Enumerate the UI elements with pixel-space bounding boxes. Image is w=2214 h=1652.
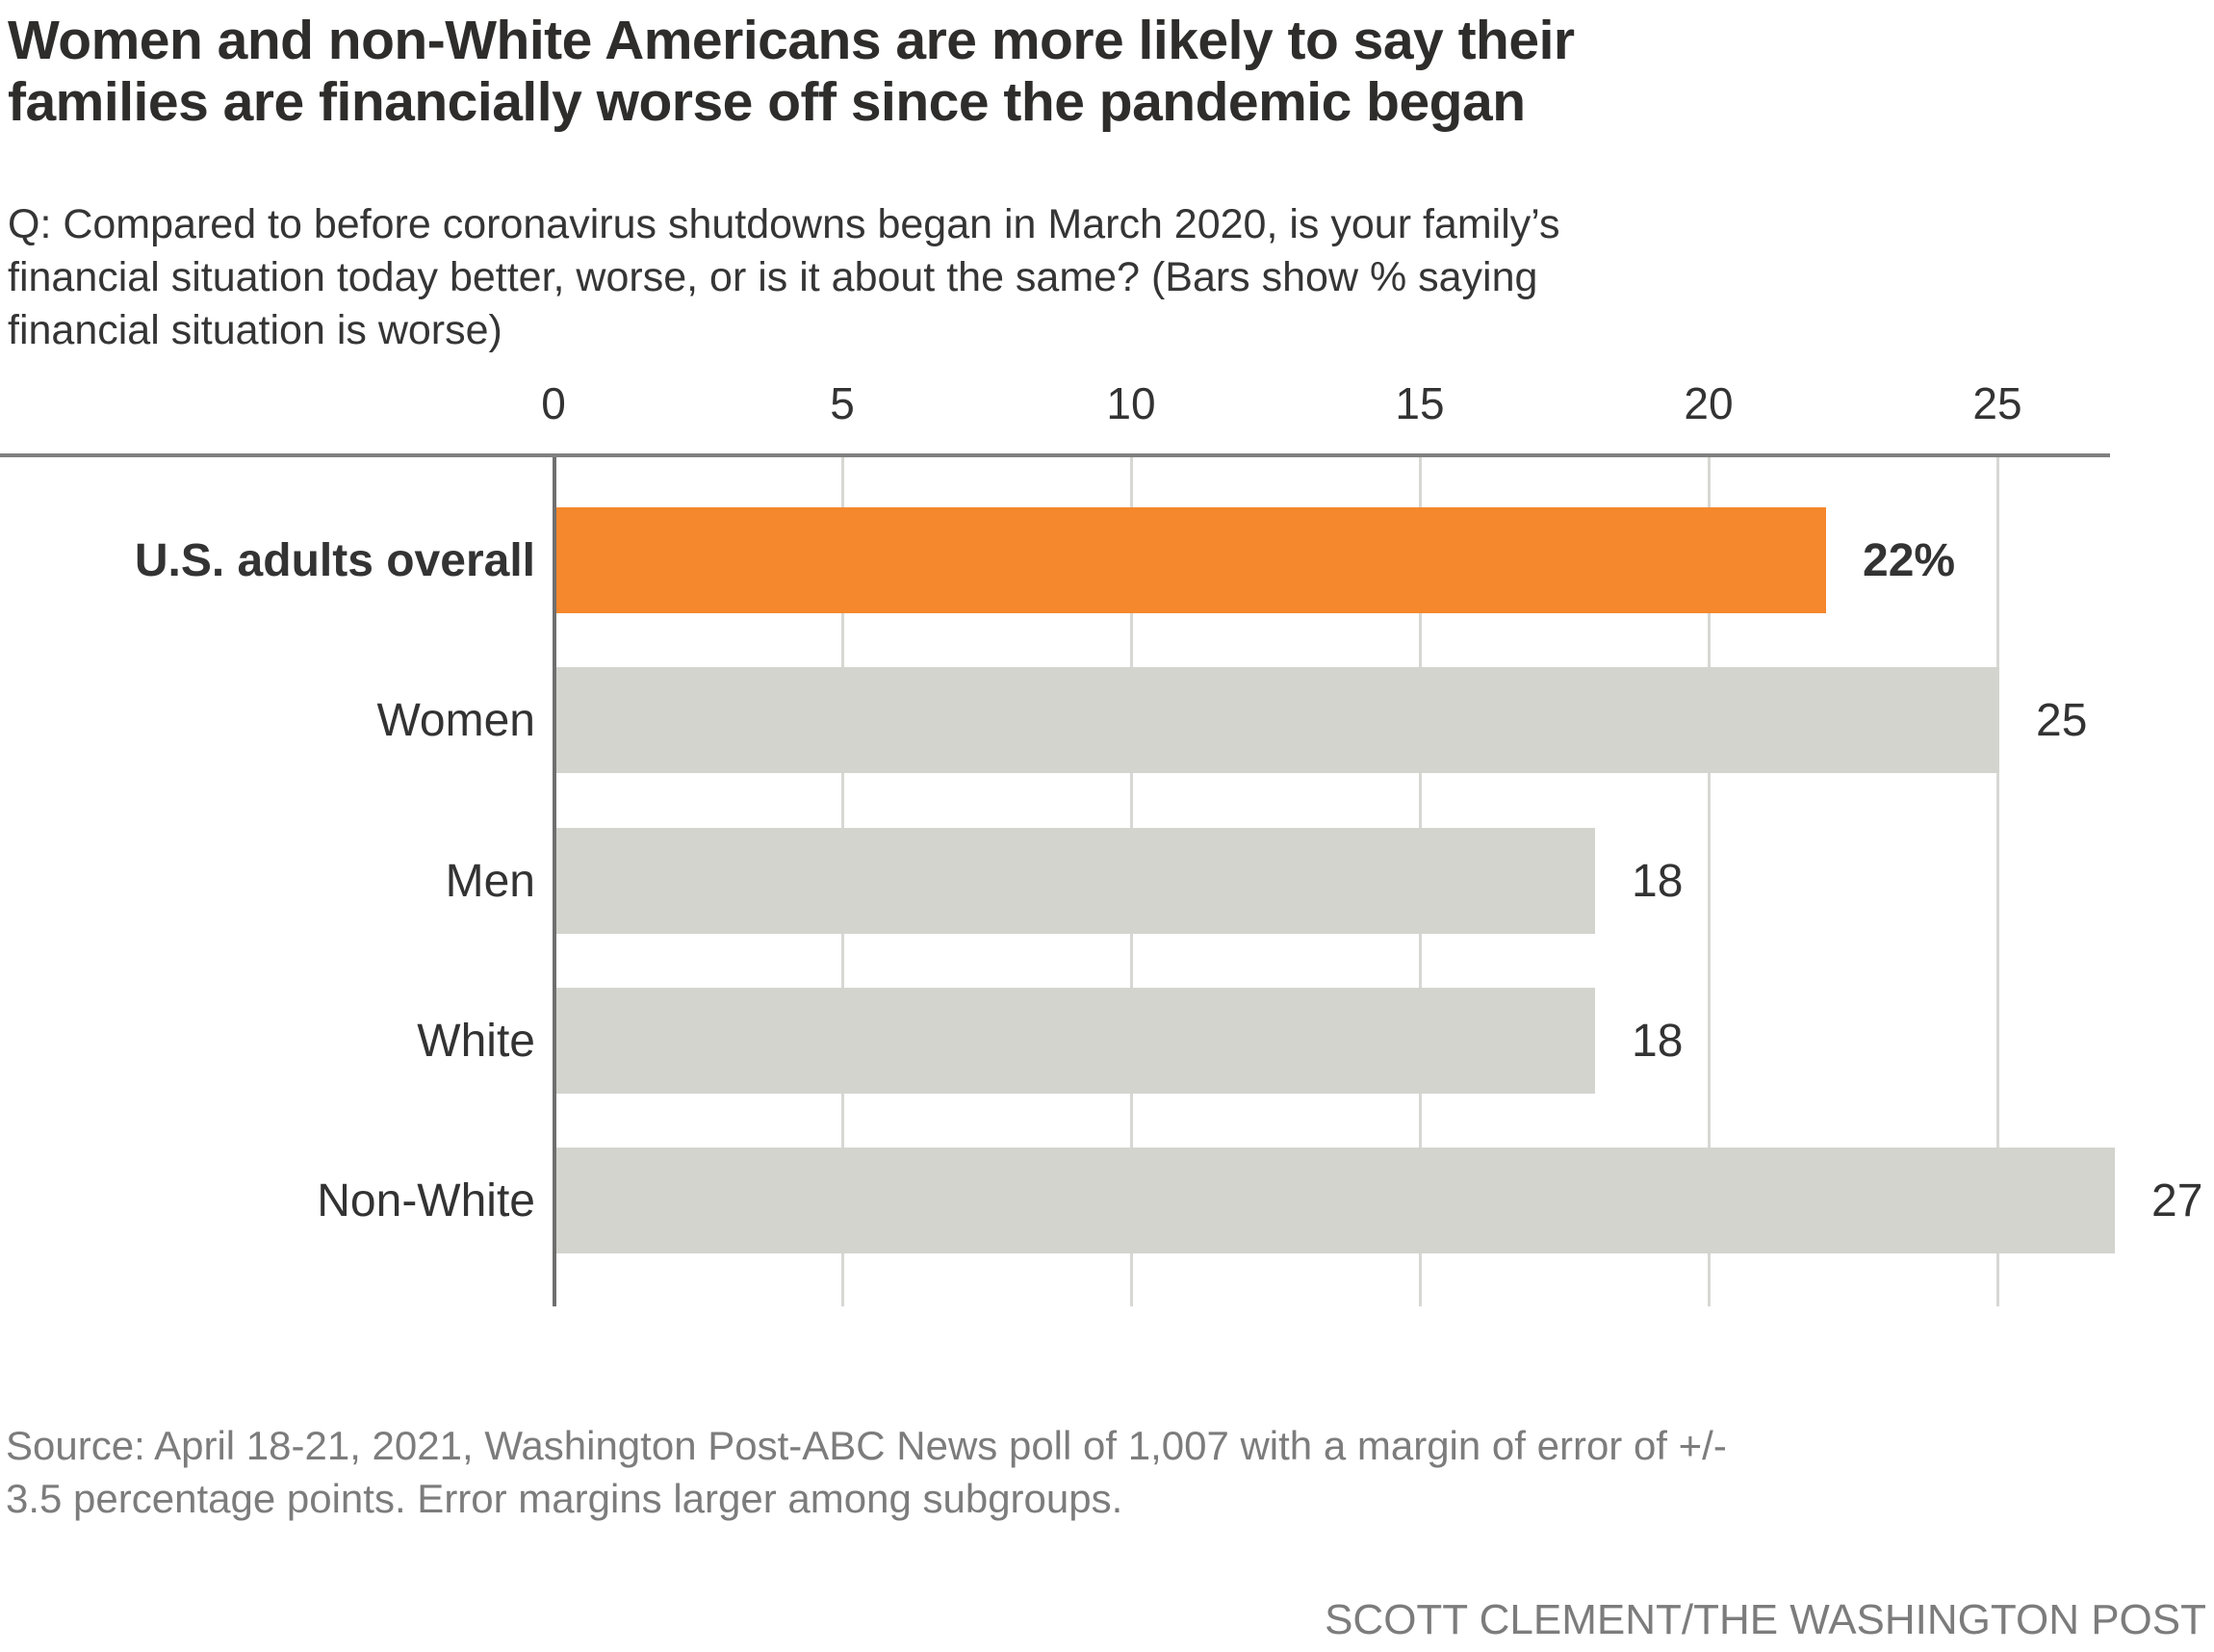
chart-subtitle-line-1: Q: Compared to before coronavirus shutdo… [8,201,1560,247]
bar [555,667,1999,773]
bar-value-label: 25 [2036,694,2088,746]
byline-credit: SCOTT CLEMENT/THE WASHINGTON POST [1325,1596,2206,1643]
chart-title-line-1: Women and non-White Americans are more l… [8,10,1575,71]
source-note-line-2: 3.5 percentage points. Error margins lar… [6,1476,1123,1522]
bar-value-label: 18 [1632,855,1684,907]
gridline [1995,457,1999,1306]
bar [555,1148,2115,1253]
x-tick-label: 15 [1395,378,1445,428]
x-tick-label: 0 [541,378,566,428]
bar [555,988,1595,1094]
bar [555,828,1595,934]
category-label: Non-White [317,1174,535,1226]
gridline [1707,457,1711,1306]
x-tick-label: 25 [1972,378,2022,428]
chart-subtitle-line-3: financial situation is worse) [8,307,502,354]
category-label: Women [376,694,535,746]
category-label: U.S. adults overall [134,534,535,586]
chart-title-line-2: families are financially worse off since… [8,71,1526,134]
source-note-line-1: Source: April 18-21, 2021, Washington Po… [6,1423,1727,1468]
source-note: Source: April 18-21, 2021, Washington Po… [6,1419,2201,1525]
x-tick-label: 10 [1106,378,1156,428]
category-label: White [417,1015,535,1067]
chart-subtitle: Q: Compared to before coronavirus shutdo… [8,198,2183,357]
bar-highlighted [555,507,1826,613]
x-tick-label: 20 [1684,378,1734,428]
y-axis-zero-line [552,457,556,1306]
chart-subtitle-line-2: financial situation today better, worse,… [8,254,1538,301]
category-label: Men [445,855,535,907]
chart-title: Women and non-White Americans are more l… [8,10,2183,134]
x-tick-label: 5 [830,378,855,428]
bar-value-label: 18 [1632,1015,1684,1067]
x-axis-line [0,453,2110,457]
bar-value-label: 22% [1863,534,1956,586]
bar-value-label: 27 [2151,1174,2203,1226]
